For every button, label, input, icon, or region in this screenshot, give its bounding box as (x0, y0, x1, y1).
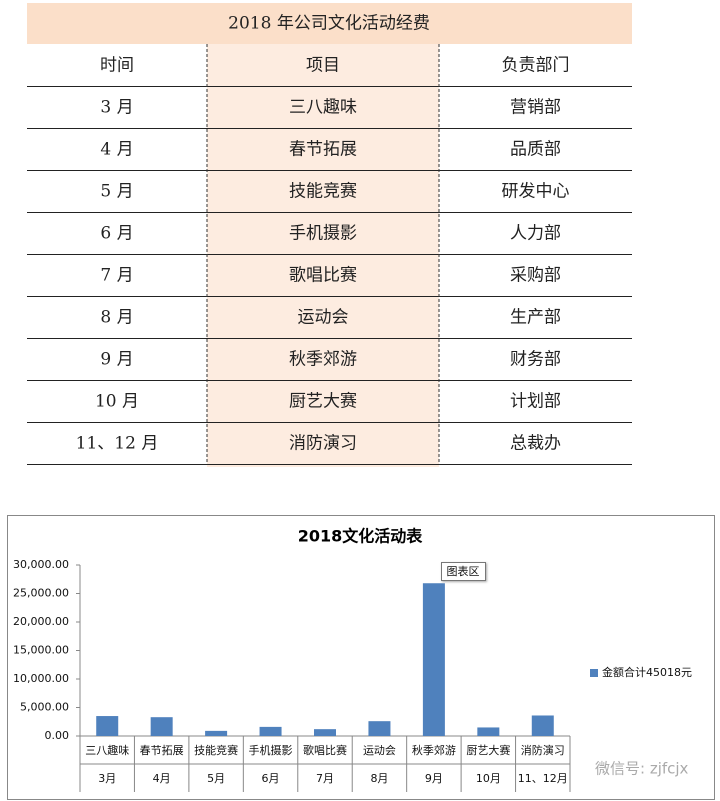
x-tick-label: 春节拓展 (140, 743, 184, 757)
chart-title: 2018文化活动表 (298, 527, 424, 546)
table-cell: 人力部 (510, 224, 561, 244)
column-highlight (207, 44, 439, 467)
x-group-label: 9月 (425, 772, 443, 785)
annotation: 图表区 (447, 564, 480, 578)
column-header: 负责部门 (502, 56, 570, 76)
x-group-label: 7月 (316, 772, 334, 785)
table-cell: 技能竞赛 (289, 181, 357, 202)
table-cell: 4 月 (100, 140, 133, 160)
table-cell: 10 月 (95, 392, 139, 412)
bar (477, 727, 500, 736)
y-tick-label: 10,000.00 (13, 672, 69, 685)
x-group-label: 4月 (153, 772, 171, 785)
bar (314, 729, 336, 736)
table-cell: 9 月 (100, 350, 133, 370)
bar (368, 721, 391, 736)
table-cell: 研发中心 (502, 182, 570, 202)
x-group-label: 10月 (476, 772, 501, 785)
x-tick-label: 秋季郊游 (412, 743, 456, 757)
table-cell: 生产部 (510, 308, 561, 328)
bar (96, 716, 119, 736)
x-tick-label: 运动会 (363, 744, 396, 757)
table-cell: 秋季郊游 (289, 350, 357, 370)
bar (531, 715, 554, 736)
table-cell: 采购部 (510, 266, 561, 286)
y-tick-label: 5,000.00 (20, 701, 69, 714)
table-cell: 3 月 (100, 98, 133, 118)
column-header: 项目 (306, 56, 340, 76)
bar (259, 726, 282, 736)
y-tick-label: 20,000.00 (13, 615, 69, 628)
x-group-label: 3月 (98, 772, 116, 785)
tooltip-box (441, 562, 486, 581)
table-cell: 运动会 (298, 308, 349, 328)
table-title: 2018 年公司文化活动经费 (228, 14, 430, 34)
table-cell: 6 月 (100, 224, 133, 244)
x-tick-label: 手机摄影 (249, 743, 293, 757)
table-cell: 8 月 (100, 308, 133, 328)
x-tick-label: 技能竞赛 (194, 743, 238, 757)
y-tick-label: 30,000.00 (13, 558, 69, 571)
legend-label: 金额合计45018元 (602, 665, 692, 679)
legend-swatch (590, 669, 598, 677)
bar (150, 717, 173, 736)
table-cell: 11、12 月 (76, 434, 159, 454)
chart-frame (7, 515, 715, 800)
table-cell: 消防演习 (289, 434, 357, 454)
watermark: 微信号: zjfcjx (595, 760, 689, 778)
y-tick-label: 0.00 (45, 729, 70, 742)
x-tick-label: 消防演习 (521, 743, 565, 757)
x-tick-label: 三八趣味 (85, 743, 129, 757)
bar (205, 730, 228, 736)
table-cell: 财务部 (510, 350, 561, 370)
table-cell: 计划部 (510, 392, 561, 412)
column-header: 时间 (100, 56, 134, 76)
x-tick-label: 厨艺大赛 (466, 743, 510, 757)
table-cell: 品质部 (510, 140, 561, 160)
x-group-label: 11、12月 (518, 772, 568, 785)
table-cell: 手机摄影 (289, 224, 357, 244)
table-cell: 春节拓展 (289, 140, 357, 160)
x-tick-label: 歌唱比赛 (303, 743, 347, 757)
bar (422, 583, 445, 736)
table-cell: 总裁办 (510, 434, 561, 454)
table-cell: 歌唱比赛 (289, 265, 357, 286)
x-group-label: 5月 (207, 772, 225, 785)
table-cell: 营销部 (510, 98, 561, 118)
table-title-bg (27, 3, 632, 44)
table-cell: 7 月 (100, 266, 133, 286)
x-group-label: 8月 (370, 772, 388, 785)
table-cell: 5 月 (100, 182, 133, 202)
table-cell: 厨艺大赛 (289, 391, 357, 412)
y-tick-label: 15,000.00 (13, 644, 69, 657)
x-group-label: 6月 (262, 772, 280, 785)
table-cell: 三八趣味 (289, 98, 357, 118)
y-tick-label: 25,000.00 (13, 587, 69, 600)
